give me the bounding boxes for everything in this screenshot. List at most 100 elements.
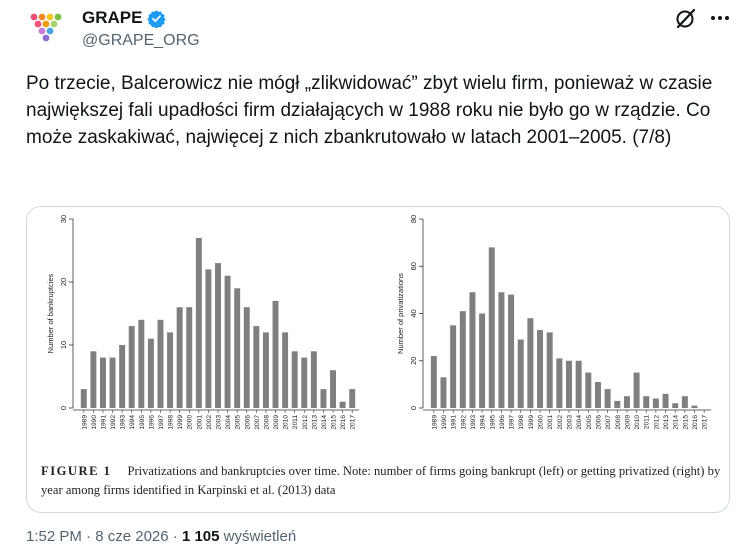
tweet-time[interactable]: 1:52 PM bbox=[26, 528, 82, 545]
x-tick-label: 1997 bbox=[158, 415, 165, 430]
bar bbox=[262, 332, 269, 408]
bar bbox=[440, 377, 447, 408]
x-tick-label: 1989 bbox=[81, 415, 88, 430]
y-tick-label: 40 bbox=[409, 309, 418, 317]
x-tick-label: 2004 bbox=[225, 415, 232, 430]
more-dots-icon bbox=[711, 16, 729, 20]
x-tick-label: 1993 bbox=[120, 415, 127, 430]
bar bbox=[128, 326, 135, 408]
avatar[interactable] bbox=[26, 10, 66, 50]
tweet-media-image[interactable]: 0 10 20 30 Number of bankruptcies 1989 1990 199… bbox=[26, 206, 730, 513]
x-tick-label: 2009 bbox=[624, 415, 631, 430]
x-tick-label: 1998 bbox=[518, 415, 525, 430]
bar bbox=[157, 319, 164, 408]
bar bbox=[614, 400, 621, 408]
author-handle[interactable]: @GRAPE_ORG bbox=[82, 32, 200, 49]
x-tick-label: 2003 bbox=[216, 415, 223, 430]
x-tick-label: 2014 bbox=[321, 415, 328, 430]
bar bbox=[498, 292, 505, 408]
bar bbox=[330, 370, 337, 408]
x-tick-label: 2002 bbox=[206, 415, 213, 430]
y-tick-label: 20 bbox=[409, 357, 418, 365]
x-tick-label: 2004 bbox=[576, 415, 583, 430]
x-tick-label: 2014 bbox=[673, 415, 680, 430]
bar bbox=[604, 389, 611, 408]
x-tick-label: 2016 bbox=[692, 415, 699, 430]
meta-separator: · bbox=[86, 528, 92, 545]
more-options-button[interactable] bbox=[708, 6, 732, 30]
bar bbox=[546, 332, 553, 408]
grok-button[interactable] bbox=[674, 6, 698, 30]
author-name[interactable]: GRAPE bbox=[82, 8, 143, 27]
bar bbox=[566, 360, 572, 408]
figure-label: FIGURE 1 bbox=[41, 464, 112, 478]
x-tick-label: 2017 bbox=[350, 415, 357, 430]
bar bbox=[643, 396, 650, 408]
views-label: wyświetleń bbox=[223, 528, 297, 545]
x-tick-label: 1991 bbox=[100, 415, 107, 430]
bar bbox=[224, 275, 231, 408]
bar bbox=[339, 401, 346, 408]
x-tick-label: 1999 bbox=[177, 415, 184, 430]
x-tick-label: 2013 bbox=[311, 415, 318, 430]
x-tick-label: 2012 bbox=[653, 415, 660, 430]
bar bbox=[681, 396, 688, 408]
bar bbox=[459, 311, 466, 408]
x-tick-label: 2010 bbox=[283, 415, 290, 430]
tweet-date[interactable]: 8 cze 2026 bbox=[95, 528, 169, 545]
y-tick-label: 0 bbox=[59, 406, 68, 410]
views-count: 1 105 bbox=[181, 528, 220, 545]
x-tick-label: 1990 bbox=[91, 415, 98, 430]
bar bbox=[215, 263, 221, 408]
y-axis-label: Number of privatizations bbox=[396, 273, 405, 354]
grok-icon bbox=[676, 8, 696, 29]
bar bbox=[469, 292, 476, 408]
x-tick-label: 2011 bbox=[644, 415, 651, 430]
bar bbox=[488, 247, 495, 408]
x-tick-label: 1992 bbox=[460, 415, 467, 430]
bar bbox=[537, 330, 544, 408]
x-tick-label: 1996 bbox=[148, 415, 155, 430]
x-tick-label: 2017 bbox=[702, 415, 709, 430]
y-tick-label: 0 bbox=[409, 406, 418, 410]
x-tick-label: 2005 bbox=[586, 415, 593, 430]
x-tick-label: 2007 bbox=[605, 415, 612, 430]
x-tick-label: 2007 bbox=[254, 415, 261, 430]
x-tick-label: 1989 bbox=[431, 415, 438, 430]
y-axis-label: Number of bankruptcies bbox=[46, 273, 55, 353]
x-tick-label: 1991 bbox=[451, 415, 458, 430]
bar bbox=[80, 389, 87, 408]
bar bbox=[320, 389, 327, 408]
author-name-row[interactable]: GRAPE bbox=[82, 8, 167, 28]
bar bbox=[310, 351, 317, 408]
x-tick-label: 2015 bbox=[331, 415, 338, 430]
bar bbox=[430, 356, 437, 408]
bar bbox=[652, 398, 659, 408]
bar bbox=[167, 332, 174, 408]
x-tick-label: 1995 bbox=[489, 415, 496, 430]
x-tick-label: 2008 bbox=[263, 415, 270, 430]
bar bbox=[243, 307, 250, 408]
y-tick-label: 80 bbox=[409, 215, 418, 223]
x-tick-label: 2010 bbox=[634, 415, 641, 430]
bar bbox=[291, 351, 298, 408]
x-tick-label: 2006 bbox=[595, 415, 602, 430]
bar bbox=[99, 357, 106, 408]
x-tick-label: 1999 bbox=[528, 415, 535, 430]
x-tick-label: 2016 bbox=[340, 415, 347, 430]
y-tick-label: 20 bbox=[59, 278, 68, 286]
x-tick-label: 1994 bbox=[480, 415, 487, 430]
x-tick-label: 2002 bbox=[557, 415, 564, 430]
bar bbox=[253, 326, 260, 408]
verified-badge-icon bbox=[147, 9, 167, 28]
meta-separator: · bbox=[172, 528, 178, 545]
x-tick-label: 1998 bbox=[168, 415, 175, 430]
x-tick-label: 2001 bbox=[196, 415, 203, 430]
bar bbox=[119, 345, 126, 408]
bar bbox=[672, 403, 679, 408]
x-tick-label: 1990 bbox=[441, 415, 448, 430]
x-tick-label: 1994 bbox=[129, 415, 136, 430]
x-tick-label: 1996 bbox=[499, 415, 506, 430]
